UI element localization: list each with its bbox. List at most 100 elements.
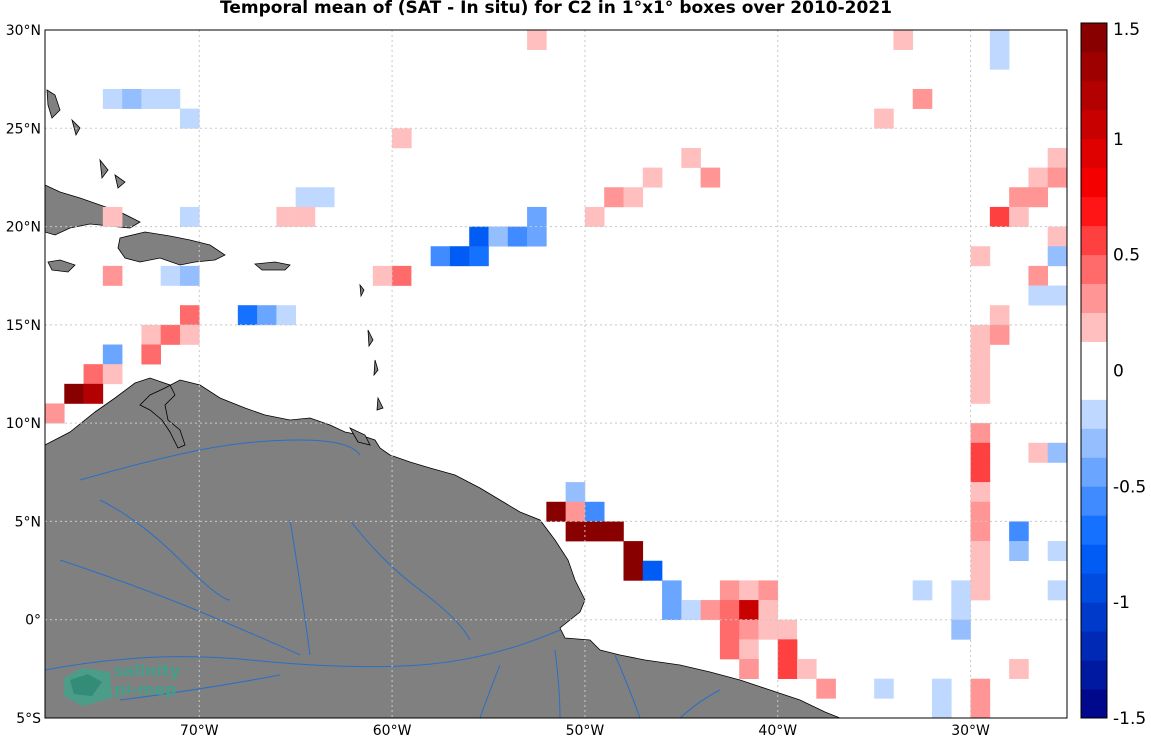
heatmap-cell	[1047, 226, 1068, 247]
colorbar-step	[1081, 341, 1107, 371]
heatmap-cell	[797, 659, 817, 679]
heatmap-cell	[295, 285, 316, 306]
heatmap-cell	[758, 600, 779, 621]
heatmap-cell	[1009, 619, 1029, 640]
colorbar-tick-label: -0.5	[1113, 477, 1146, 497]
heatmap-cell	[314, 285, 335, 306]
heatmap-cell	[584, 521, 605, 542]
colorbar-step	[1081, 23, 1107, 53]
heatmap-cell	[160, 324, 181, 345]
heatmap-cell	[1009, 187, 1029, 208]
heatmap-cell	[1028, 187, 1049, 208]
heatmap-cell	[565, 501, 586, 522]
heatmap-cell	[951, 580, 971, 601]
heatmap-cell	[1009, 659, 1029, 679]
heatmap-cell	[970, 560, 991, 581]
heatmap-cell	[970, 423, 991, 444]
heatmap-cell	[758, 619, 779, 640]
colorbar-step	[1081, 515, 1107, 545]
heatmap-cell	[719, 600, 740, 621]
colorbar-step	[1081, 573, 1107, 603]
heatmap-cell	[932, 698, 952, 719]
heatmap-cell	[179, 265, 200, 286]
heatmap-cell	[777, 639, 798, 660]
heatmap-cell	[102, 364, 123, 385]
heatmap-cell	[970, 580, 991, 601]
lat-tick-label: 5°S	[16, 711, 41, 727]
river-amazon	[44, 629, 561, 671]
heatmap-cell	[179, 206, 200, 227]
lesser-antilles-land	[349, 283, 384, 446]
heatmap-cell	[816, 678, 836, 699]
south-america-land	[44, 377, 841, 719]
heatmap-cell	[314, 187, 335, 208]
heatmap-cell	[1028, 285, 1049, 306]
heatmap-cell	[295, 206, 316, 227]
heatmap-cell	[102, 206, 123, 227]
heatmap-cell	[527, 226, 547, 247]
heatmap-cell	[102, 88, 123, 109]
heatmap-cell	[642, 167, 663, 188]
colorbar-tick-label: -1.5	[1113, 709, 1146, 729]
colorbar-step	[1081, 602, 1107, 632]
heatmap-cell	[372, 265, 393, 286]
colorbar-tick-label: 0	[1113, 362, 1124, 382]
river-trib-1	[99, 499, 231, 601]
colorbar-step	[1081, 167, 1107, 198]
colorbar-step	[1081, 225, 1107, 256]
lat-tick-label: 20°N	[6, 220, 41, 236]
heatmap-cell	[893, 30, 914, 50]
river-trib-2	[349, 519, 471, 641]
heatmap-cell	[719, 639, 740, 660]
heatmap-cell	[970, 482, 991, 503]
heatmap-cell	[527, 206, 547, 227]
heatmap-cell	[835, 167, 856, 188]
heatmap-cell	[1009, 600, 1029, 621]
colorbar-step	[1081, 660, 1107, 690]
hispaniola-land	[117, 231, 226, 266]
logo-text-pimep: pi-mep	[114, 680, 177, 699]
heatmap-cell	[83, 383, 104, 404]
heatmap-cell	[179, 324, 200, 345]
heatmap-cell	[102, 344, 123, 365]
heatmap-cell	[970, 442, 991, 463]
heatmap-cell	[989, 30, 1010, 50]
river-trib-3	[679, 689, 721, 719]
heatmap-cell	[1047, 442, 1068, 463]
heatmap-cell	[970, 501, 991, 522]
heatmap-cell	[449, 246, 470, 267]
lon-tick-label: 30°W	[951, 723, 990, 739]
heatmap-cell	[160, 265, 181, 286]
heatmap-cell	[1028, 265, 1049, 286]
river-madeira	[119, 674, 281, 701]
colorbar-step	[1081, 486, 1107, 516]
heatmap-cell	[604, 187, 624, 208]
river-orinoco	[79, 439, 361, 481]
heatmap-cell	[912, 580, 933, 601]
heatmap-cell	[1047, 580, 1068, 601]
river-xingu	[554, 649, 561, 719]
heatmap-cell	[276, 305, 296, 326]
colorbar-step	[1081, 689, 1107, 719]
heatmap-cell	[1028, 560, 1049, 581]
lat-tick-label: 15°N	[6, 318, 41, 334]
river-tapajos	[479, 664, 501, 719]
colorbar: 1.5 1 0.5 0 -0.5 -1 -1.5	[1080, 20, 1146, 729]
heatmap-cell	[488, 226, 509, 247]
map-title: Temporal mean of (SAT - In situ) for C2 …	[220, 0, 892, 18]
heatmap-cell	[932, 678, 952, 699]
colorbar-step	[1081, 544, 1107, 574]
heatmap-cell	[739, 659, 759, 679]
heatmap-cell	[1028, 442, 1049, 463]
lon-tick-label: 50°W	[566, 723, 605, 739]
axis-ticks: 30°N 25°N 20°N 15°N 10°N 5°N 0° 5°S 70°W 60°W 50°W…	[6, 23, 990, 739]
cuba-land	[44, 184, 141, 236]
heatmap-cell	[951, 619, 971, 640]
heatmap-cell	[970, 678, 991, 699]
heatmap-cell	[257, 305, 277, 326]
heatmap-cell	[970, 246, 991, 267]
heatmap-cell	[411, 265, 431, 286]
heatmap-cell	[681, 600, 701, 621]
heatmap-cell	[276, 206, 296, 227]
logo-text-salinity: salinity	[114, 661, 181, 680]
